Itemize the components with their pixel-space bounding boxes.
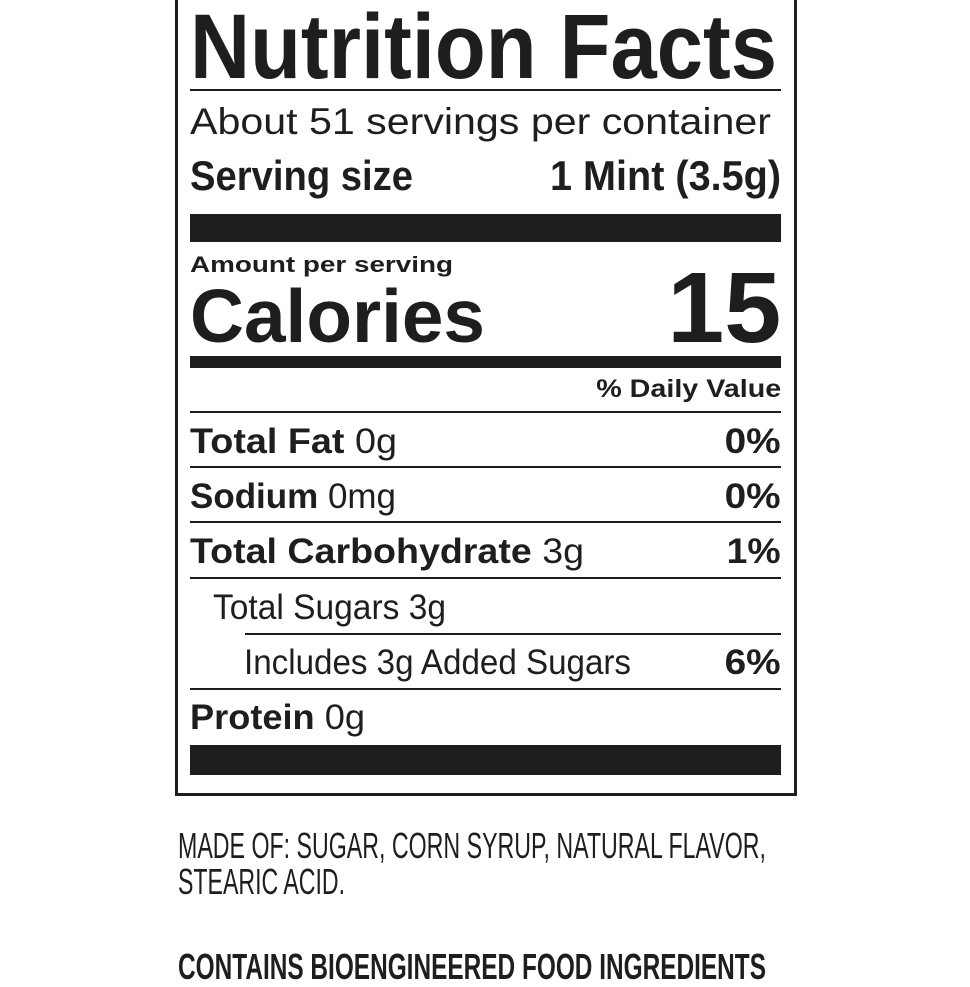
nutrient-row-total-fat: Total Fat 0g (190, 422, 397, 461)
ingredients-line-1: MADE OF: SUGAR, CORN SYRUP, NATURAL FLAV… (178, 825, 766, 866)
calories-label: Calories (190, 274, 485, 358)
nutrient-name: Sodium (190, 477, 319, 516)
divider (190, 466, 781, 468)
nutrient-name: Total Carbohydrate (190, 532, 532, 571)
nutrient-amount: 0g (324, 698, 365, 737)
nutrient-row-total-carbohydrate: Total Carbohydrate 3g (190, 532, 584, 571)
serving-size-value: 1 Mint (3.5g) (550, 152, 781, 199)
divider (190, 521, 781, 523)
nutrient-dv: 6% (725, 643, 781, 682)
nutrient-amount: 3g (542, 532, 584, 571)
amount-per-serving: Amount per serving (190, 252, 453, 277)
bioengineered-statement: CONTAINS BIOENGINEERED FOOD INGREDIENTS (178, 946, 766, 987)
nutrient-amount: 0mg (327, 477, 396, 516)
nutrient-row-sodium: Sodium 0mg (190, 479, 396, 514)
serving-size-label: Serving size (190, 152, 413, 199)
nutrition-facts-panel (175, 0, 797, 796)
nutrient-dv: 1% (727, 532, 781, 571)
nutrient-name: Total Fat (190, 422, 345, 461)
divider (190, 688, 781, 690)
ingredients-line-2: STEARIC ACID. (178, 861, 345, 902)
nutrient-dv: 0% (725, 422, 781, 461)
divider (190, 577, 781, 579)
nutrient-row-protein: Protein 0g (190, 698, 365, 737)
nutrient-dv: 0% (725, 477, 781, 516)
nutrition-facts-title: Nutrition Facts (190, 0, 777, 98)
divider (245, 633, 781, 635)
medium-divider (190, 356, 781, 368)
daily-value-header: % Daily Value (596, 375, 781, 403)
divider (190, 411, 781, 413)
nutrient-amount: 0g (355, 422, 397, 461)
divider (190, 89, 781, 91)
calories-value: 15 (667, 252, 781, 364)
nutrient-row-total-sugars: Total Sugars 3g (213, 588, 446, 627)
nutrient-row-added-sugars: Includes 3g Added Sugars (244, 643, 631, 682)
thick-divider (190, 745, 781, 775)
nutrient-name: Protein (190, 698, 315, 737)
servings-per-container: About 51 servings per container (190, 101, 771, 142)
thick-divider (190, 214, 781, 242)
